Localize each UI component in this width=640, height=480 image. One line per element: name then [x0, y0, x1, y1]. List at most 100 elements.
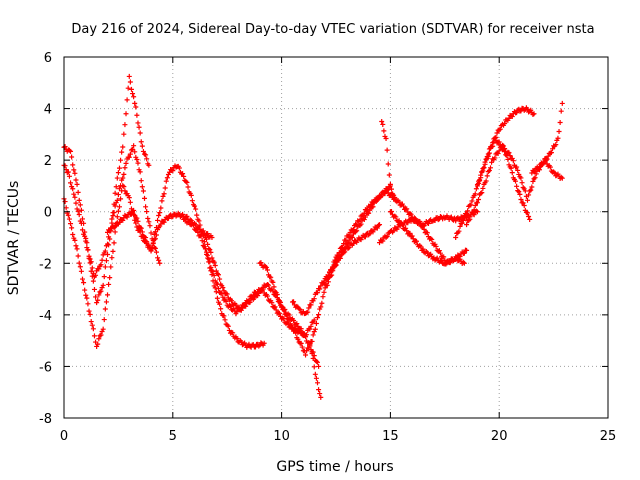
data-point: [489, 159, 495, 165]
data-point: [467, 216, 473, 222]
data-point: [295, 336, 301, 342]
data-point: [509, 170, 515, 176]
data-point: [66, 173, 72, 179]
data-point: [185, 184, 191, 190]
data-point: [414, 238, 420, 244]
data-point: [315, 315, 321, 321]
data-point: [107, 275, 113, 281]
data-point: [388, 208, 394, 214]
data-point: [68, 221, 74, 227]
x-tick-label: 15: [382, 429, 399, 444]
data-point: [315, 380, 321, 386]
data-point: [63, 205, 69, 211]
data-point: [270, 279, 276, 285]
data-point: [118, 183, 124, 189]
data-point: [378, 194, 384, 200]
data-point: [91, 333, 97, 339]
data-point: [308, 302, 314, 308]
data-point: [188, 192, 194, 198]
data-point: [287, 321, 293, 327]
series-sat-q: [529, 100, 565, 176]
data-point: [360, 213, 366, 219]
data-point: [217, 301, 223, 307]
data-point: [517, 191, 523, 197]
data-point: [483, 156, 489, 162]
data-point: [308, 323, 314, 329]
chart-title: Day 216 of 2024, Sidereal Day-to-day VTE…: [71, 22, 594, 37]
data-point: [460, 217, 466, 223]
data-point: [116, 165, 122, 171]
data-point: [115, 170, 121, 176]
data-point: [217, 276, 223, 282]
data-point: [113, 184, 119, 190]
data-point: [118, 196, 124, 202]
data-point: [213, 268, 219, 274]
data-point: [156, 257, 162, 263]
data-point: [90, 326, 96, 332]
data-point: [127, 151, 133, 157]
data-point: [126, 154, 132, 160]
data-point: [102, 306, 108, 312]
x-tick-label: 20: [491, 429, 508, 444]
data-point: [312, 371, 318, 377]
data-point: [354, 222, 360, 228]
data-point: [337, 255, 343, 261]
data-point: [83, 238, 89, 244]
data-point: [505, 156, 511, 162]
data-point: [486, 150, 492, 156]
data-point: [261, 340, 267, 346]
y-tick-label: -4: [39, 309, 52, 324]
data-point: [286, 317, 292, 323]
data-point: [506, 150, 512, 156]
data-point: [71, 191, 77, 197]
data-point: [289, 325, 295, 331]
data-point: [461, 260, 467, 266]
data-point: [496, 139, 502, 145]
data-point: [121, 184, 127, 190]
data-point: [114, 214, 120, 220]
series-sat-i: [309, 351, 324, 400]
data-point: [409, 215, 415, 221]
data-point: [75, 253, 81, 259]
data-point: [90, 278, 96, 284]
data-point: [510, 158, 516, 164]
data-point: [520, 200, 526, 206]
data-point: [110, 248, 116, 254]
data-point: [131, 94, 137, 100]
data-point: [556, 128, 562, 134]
data-point: [365, 207, 371, 213]
data-point: [199, 238, 205, 244]
data-point: [142, 195, 148, 201]
x-tick-label: 5: [169, 429, 177, 444]
data-point: [212, 285, 218, 291]
data-point: [112, 224, 118, 230]
data-point: [441, 254, 447, 260]
data-point: [62, 144, 68, 150]
data-point: [75, 208, 81, 214]
data-point: [193, 206, 199, 212]
data-point: [182, 216, 188, 222]
data-point: [281, 307, 287, 313]
data-point: [77, 264, 83, 270]
data-point: [225, 323, 231, 329]
data-point: [112, 190, 118, 196]
data-point: [81, 280, 87, 286]
data-point: [532, 169, 538, 175]
data-point: [382, 189, 388, 195]
data-point: [358, 221, 364, 227]
data-point: [134, 215, 140, 221]
data-point: [233, 302, 239, 308]
data-point: [508, 165, 514, 171]
data-point: [133, 104, 139, 110]
data-point: [132, 212, 138, 218]
data-point: [220, 285, 226, 291]
data-point: [94, 343, 100, 349]
data-point: [547, 164, 553, 170]
data-point: [132, 100, 138, 106]
data-point: [109, 220, 115, 226]
data-point: [138, 139, 144, 145]
data-point: [112, 203, 118, 209]
data-point: [513, 178, 519, 184]
data-point: [96, 292, 102, 298]
